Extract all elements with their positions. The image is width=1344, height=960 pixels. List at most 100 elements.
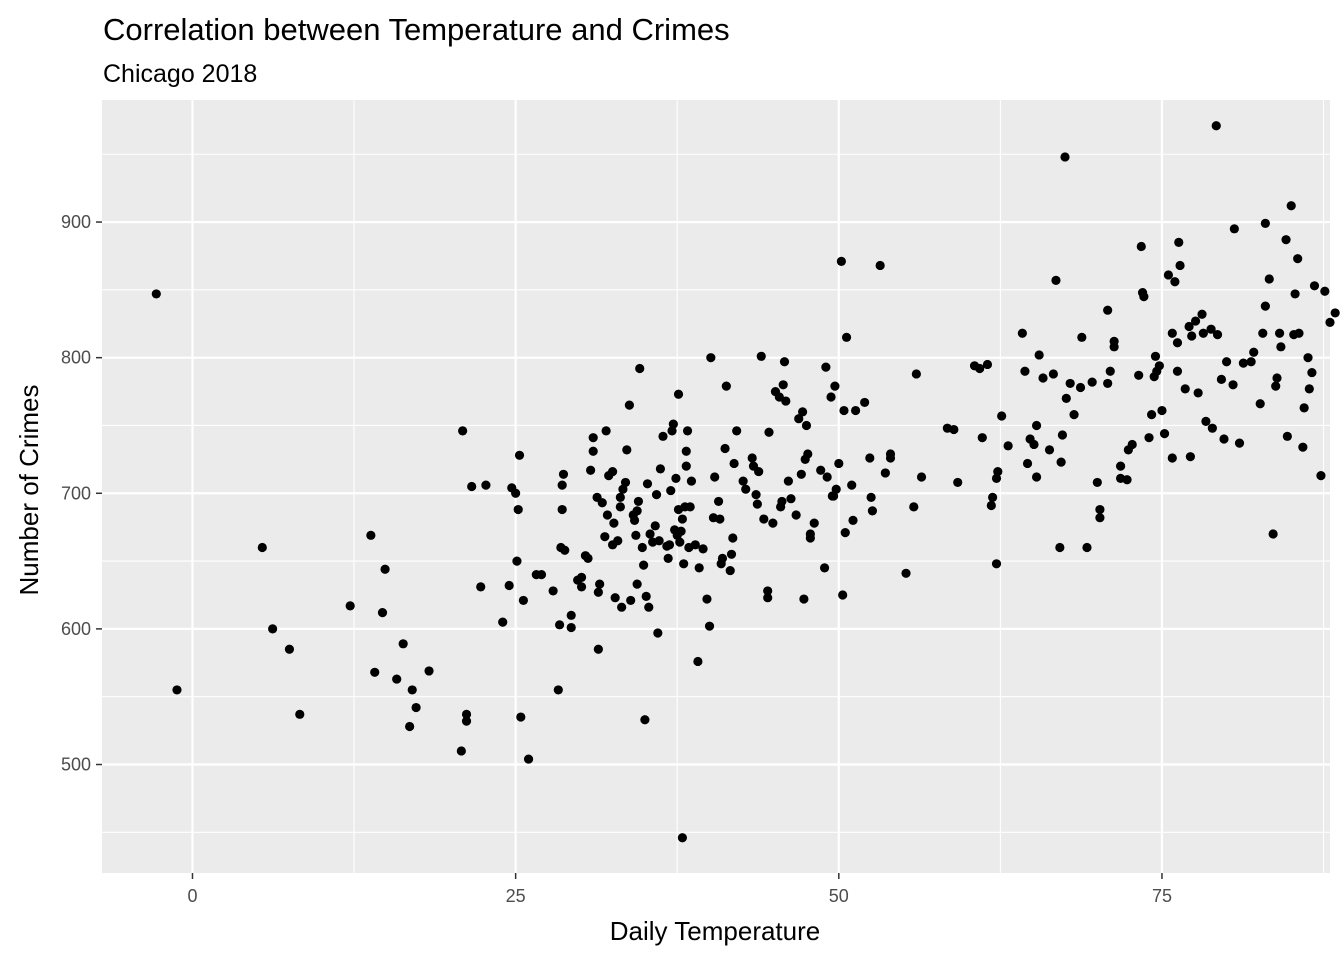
data-point — [511, 488, 521, 498]
data-point — [1290, 289, 1300, 299]
chart-title: Correlation between Temperature and Crim… — [103, 12, 730, 47]
data-point — [809, 518, 819, 528]
data-point — [653, 628, 663, 638]
data-point — [1246, 357, 1256, 367]
data-point — [1264, 274, 1274, 284]
data-point — [1216, 374, 1227, 384]
data-point — [1307, 367, 1317, 378]
data-point — [993, 466, 1003, 477]
data-point — [1180, 384, 1190, 394]
data-point — [284, 644, 295, 654]
data-point — [1274, 328, 1285, 338]
data-point — [1172, 366, 1183, 376]
data-point — [392, 674, 402, 684]
data-point — [1034, 350, 1044, 360]
data-point — [664, 540, 675, 550]
data-point — [1170, 277, 1180, 287]
data-point — [798, 407, 808, 417]
data-point — [982, 359, 993, 370]
data-point — [909, 502, 919, 512]
data-point — [593, 587, 603, 597]
data-point — [1234, 438, 1245, 448]
data-point — [377, 608, 388, 618]
data-point — [690, 540, 700, 550]
data-point — [738, 476, 748, 486]
data-point — [1075, 382, 1086, 393]
data-point — [645, 529, 655, 539]
x-tick-label: 25 — [506, 886, 526, 906]
data-point — [370, 667, 380, 677]
y-tick-label: 900 — [61, 212, 91, 232]
data-point — [977, 433, 987, 443]
data-point — [151, 289, 161, 299]
data-point — [593, 644, 603, 654]
data-point — [642, 479, 653, 489]
data-point — [637, 542, 647, 553]
data-point — [741, 484, 751, 494]
data-point — [651, 490, 662, 500]
data-point — [1184, 321, 1194, 332]
data-point — [1211, 121, 1221, 131]
data-point — [710, 472, 720, 482]
data-point — [1271, 381, 1281, 391]
data-point — [498, 617, 508, 627]
data-point — [725, 565, 735, 576]
data-point — [1238, 358, 1248, 368]
data-point — [1316, 471, 1326, 481]
data-point — [405, 721, 415, 732]
data-point — [620, 477, 631, 488]
data-point — [516, 712, 526, 722]
data-point — [607, 466, 618, 477]
data-point — [566, 610, 576, 620]
data-point — [747, 453, 757, 463]
data-point — [831, 484, 841, 494]
data-point — [1193, 388, 1203, 398]
data-point — [679, 559, 689, 569]
x-tick-label: 75 — [1152, 886, 1172, 906]
data-point — [504, 580, 514, 591]
data-point — [803, 449, 813, 459]
y-tick-label: 800 — [61, 348, 91, 368]
data-point — [639, 560, 649, 570]
y-axis-ticks: 500 600 700 800 900 — [61, 212, 102, 775]
data-point — [1020, 366, 1030, 376]
data-point — [834, 458, 844, 469]
data-point — [1038, 373, 1048, 383]
data-point — [411, 702, 421, 713]
data-point — [1095, 504, 1105, 515]
data-point — [721, 381, 731, 391]
data-point — [456, 746, 466, 756]
data-point — [704, 621, 715, 631]
data-point — [1198, 328, 1208, 338]
data-point — [686, 476, 697, 486]
y-axis-title: Number of Crimes — [14, 385, 44, 596]
data-point — [693, 656, 703, 667]
data-point — [677, 833, 687, 843]
data-point — [1095, 513, 1105, 523]
data-point — [553, 685, 563, 695]
data-point — [1221, 357, 1232, 367]
data-point — [654, 536, 664, 546]
data-point — [583, 553, 593, 563]
data-point — [1057, 430, 1068, 440]
y-tick-label: 600 — [61, 619, 91, 639]
data-point — [666, 485, 676, 496]
data-point — [801, 420, 812, 431]
data-point — [557, 504, 567, 515]
data-point — [991, 559, 1002, 569]
data-point — [622, 445, 632, 455]
data-point — [558, 469, 569, 479]
data-point — [694, 563, 704, 573]
data-point — [658, 431, 668, 441]
data-point — [756, 351, 766, 361]
data-point — [1197, 309, 1207, 319]
data-point — [1150, 351, 1161, 361]
data-point — [830, 381, 840, 391]
data-point — [732, 426, 742, 436]
data-point — [1051, 275, 1061, 285]
data-point — [1115, 461, 1126, 471]
data-point — [1077, 332, 1087, 342]
data-point — [1055, 542, 1065, 553]
data-point — [1069, 410, 1079, 420]
data-point — [1122, 475, 1132, 485]
